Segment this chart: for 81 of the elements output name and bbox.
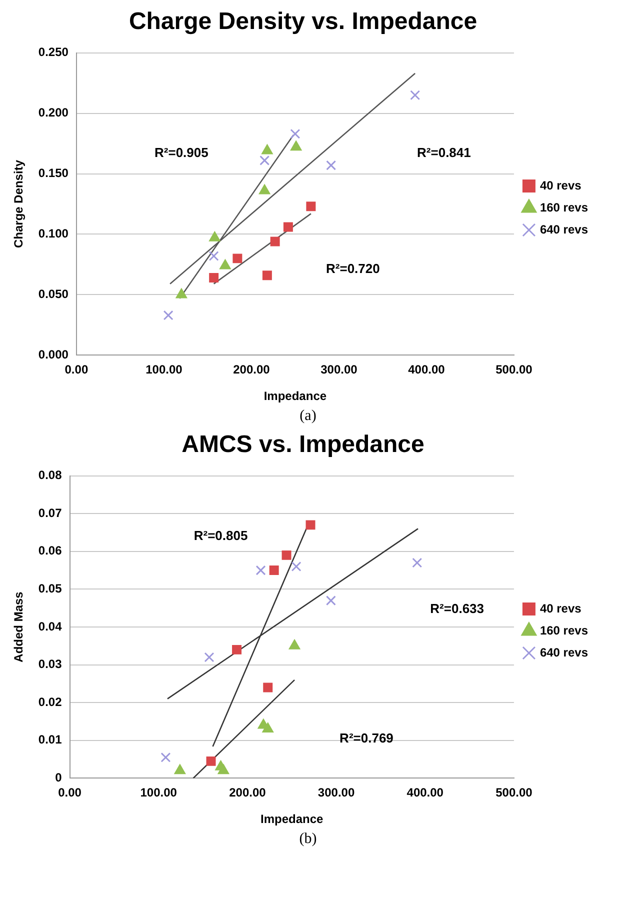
y-tick-label: 0.03 [38, 657, 62, 672]
point [412, 558, 422, 568]
point [326, 596, 336, 606]
legend-label: 640 revs [540, 222, 588, 236]
y-tick-label: 0.000 [38, 348, 69, 362]
point [410, 90, 420, 100]
annotation: R²=0.633 [430, 601, 484, 616]
legend-label: 40 revs [540, 601, 582, 616]
y-tick-label: 0.050 [38, 287, 69, 302]
y-tick-label: 0.08 [38, 468, 62, 482]
point [174, 764, 186, 774]
point [270, 236, 280, 246]
point [176, 288, 188, 298]
y-tick-label: 0.100 [38, 226, 69, 241]
point [208, 251, 219, 262]
point [306, 202, 316, 212]
x-tick-label: 100.00 [146, 362, 183, 377]
point [160, 752, 171, 762]
y-tick-label: 0.02 [38, 694, 62, 709]
point [269, 566, 279, 576]
point [209, 273, 219, 283]
annotation: R²=0.841 [417, 144, 471, 160]
point [291, 562, 302, 572]
text: (a) [298, 408, 318, 425]
y-tick-label: 0.01 [38, 732, 62, 747]
chart-title: AMCS vs. Impedance [182, 431, 424, 458]
y-tick-label: 0.04 [38, 619, 62, 634]
point [218, 764, 230, 774]
x-axis-title: Impedance [264, 389, 327, 404]
point [258, 184, 270, 194]
point [262, 722, 274, 733]
legend-label: 640 revs [540, 645, 588, 660]
x-tick-label: 300.00 [320, 362, 358, 377]
point [306, 520, 316, 530]
point [219, 259, 231, 270]
point [208, 231, 220, 242]
y-tick-label: 0.07 [38, 506, 62, 520]
point [282, 550, 292, 560]
x-tick-label: 200.00 [229, 786, 266, 800]
point [206, 756, 216, 766]
y-tick-label: 0.05 [38, 582, 62, 596]
x-tick-label: 300.00 [318, 786, 355, 800]
point [232, 254, 242, 264]
point [263, 682, 273, 692]
point [290, 128, 300, 139]
x-tick-label: 100.00 [140, 786, 178, 800]
point [262, 270, 272, 280]
annotation: R²=0.905 [154, 144, 208, 160]
legend-label: 40 revs [540, 178, 582, 192]
y-axis-title: Added Mass [12, 591, 26, 662]
point [283, 222, 293, 232]
point [261, 144, 273, 154]
y-tick-label: 0.250 [38, 45, 69, 60]
y-tick-label: 0.150 [38, 166, 69, 180]
point [326, 160, 336, 170]
x-tick-label: 0.00 [58, 786, 82, 800]
y-tick-label: 0 [55, 770, 62, 785]
y-tick-label: 0.200 [38, 106, 69, 120]
annotation: R²=0.805 [194, 528, 248, 543]
point [204, 652, 214, 662]
annotation: R²=0.769 [340, 730, 394, 746]
x-axis-title: Impedance [260, 812, 324, 826]
point [290, 140, 302, 151]
x-tick-label: 400.00 [406, 786, 444, 800]
x-tick-label: 200.00 [233, 362, 270, 377]
chart-title: Charge Density vs. Impedance [128, 8, 478, 36]
x-tick-label: 500.00 [496, 362, 533, 377]
point [288, 639, 300, 650]
x-tick-label: 400.00 [408, 362, 446, 377]
y-axis-title: Charge Density [12, 160, 26, 248]
point [256, 565, 266, 576]
point [232, 644, 242, 654]
annotation: R²=0.720 [326, 260, 380, 276]
legend-label: 160 revs [540, 623, 588, 638]
x-tick-label: 0.00 [64, 362, 88, 377]
y-tick-label: 0.06 [38, 544, 62, 558]
text: (b) [298, 831, 318, 848]
point [260, 155, 270, 166]
legend-label: 160 revs [540, 200, 588, 214]
x-tick-label: 500.00 [496, 786, 533, 800]
point [163, 310, 174, 320]
